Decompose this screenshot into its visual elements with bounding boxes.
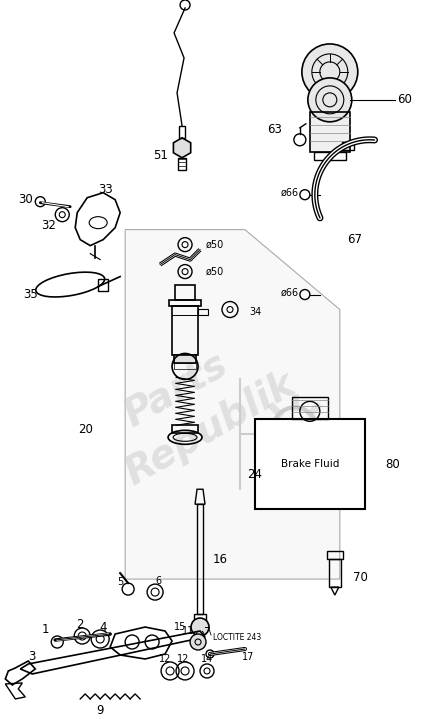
Bar — [174, 363, 196, 370]
Text: 20: 20 — [78, 423, 92, 436]
Text: 60: 60 — [397, 93, 412, 106]
Bar — [310, 112, 350, 152]
Bar — [179, 126, 185, 138]
Bar — [175, 285, 195, 300]
Text: ø66: ø66 — [281, 188, 299, 198]
Bar — [197, 504, 203, 614]
Circle shape — [308, 78, 352, 122]
Bar — [172, 426, 198, 434]
Text: 5: 5 — [117, 577, 123, 587]
Text: 16: 16 — [212, 553, 228, 566]
Bar — [310, 112, 350, 152]
Polygon shape — [174, 138, 191, 157]
Bar — [327, 551, 343, 559]
Text: 17: 17 — [242, 652, 254, 662]
Text: ø66: ø66 — [281, 288, 299, 298]
Text: 32: 32 — [41, 219, 56, 232]
Text: 15: 15 — [174, 622, 186, 632]
Bar — [178, 157, 186, 170]
Polygon shape — [125, 229, 340, 579]
Text: 11: 11 — [182, 626, 194, 636]
Text: LOCTITE 243: LOCTITE 243 — [213, 633, 261, 641]
Bar — [174, 355, 196, 363]
Text: ø50: ø50 — [206, 267, 224, 277]
Text: 14: 14 — [201, 654, 213, 664]
Text: 1: 1 — [41, 623, 49, 636]
Text: 6: 6 — [155, 576, 161, 586]
Text: 67: 67 — [347, 233, 362, 246]
Text: 35: 35 — [23, 288, 37, 301]
Text: 63: 63 — [267, 123, 283, 137]
Bar — [194, 614, 206, 624]
Text: 9: 9 — [96, 705, 104, 718]
Circle shape — [191, 618, 209, 636]
Circle shape — [302, 44, 358, 100]
Bar — [98, 278, 108, 290]
Bar — [198, 308, 208, 314]
Text: 80: 80 — [385, 458, 400, 471]
Text: Parts: Parts — [116, 344, 234, 434]
Text: 12: 12 — [177, 654, 189, 664]
Circle shape — [190, 634, 206, 650]
Text: 34: 34 — [249, 306, 261, 316]
Text: 33: 33 — [98, 183, 112, 196]
Bar — [329, 559, 341, 587]
Bar — [292, 398, 328, 419]
Text: 12: 12 — [159, 654, 171, 664]
Bar — [342, 142, 354, 150]
Text: Brake Fluid: Brake Fluid — [281, 459, 339, 470]
Text: Republik: Republik — [118, 365, 302, 493]
Bar — [172, 306, 198, 355]
Text: 30: 30 — [18, 193, 33, 206]
Text: 4: 4 — [99, 620, 107, 633]
Text: ø50: ø50 — [206, 239, 224, 249]
Bar — [169, 300, 201, 306]
Text: 24: 24 — [248, 468, 262, 481]
Text: 3: 3 — [29, 651, 36, 664]
Bar — [255, 419, 365, 509]
Text: 51: 51 — [153, 150, 167, 162]
Text: 2: 2 — [76, 618, 84, 631]
Text: 70: 70 — [353, 571, 368, 584]
Bar — [314, 152, 346, 160]
